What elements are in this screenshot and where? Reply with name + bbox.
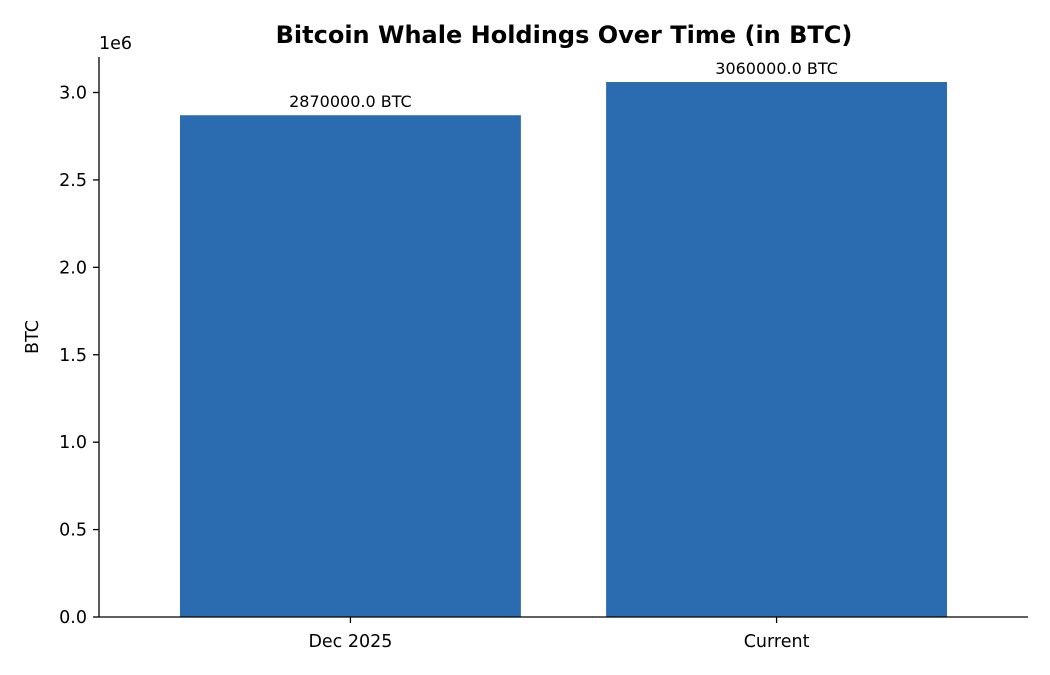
y-tick-label: 1.0 (59, 433, 87, 453)
y-tick-label: 2.0 (59, 258, 87, 278)
x-axis-ticks: Dec 2025 Current (308, 617, 810, 652)
bar (606, 82, 948, 617)
bar-value-label: 2870000.0 BTC (289, 92, 412, 111)
bar (179, 115, 521, 617)
bar-value-label: 3060000.0 BTC (715, 59, 838, 78)
bars-layer (179, 82, 948, 617)
y-tick-label: 1.5 (59, 346, 87, 366)
y-tick-label: 0.5 (59, 521, 87, 541)
y-axis-ticks: 0.0 0.5 1.0 1.5 2.0 2.5 3.0 (59, 84, 99, 628)
y-tick-label: 3.0 (59, 84, 87, 104)
chart-title: Bitcoin Whale Holdings Over Time (in BTC… (276, 21, 853, 49)
x-tick-label: Current (744, 632, 810, 652)
x-tick-label: Dec 2025 (308, 632, 392, 652)
y-tick-label: 0.0 (59, 608, 87, 628)
y-axis-label: BTC (23, 320, 43, 354)
y-axis-offset-label: 1e6 (99, 34, 132, 54)
value-labels-layer: 2870000.0 BTC 3060000.0 BTC (289, 59, 838, 111)
y-tick-label: 2.5 (59, 171, 87, 191)
